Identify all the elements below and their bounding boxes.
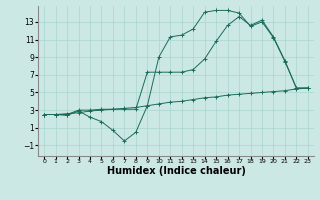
X-axis label: Humidex (Indice chaleur): Humidex (Indice chaleur) xyxy=(107,166,245,176)
